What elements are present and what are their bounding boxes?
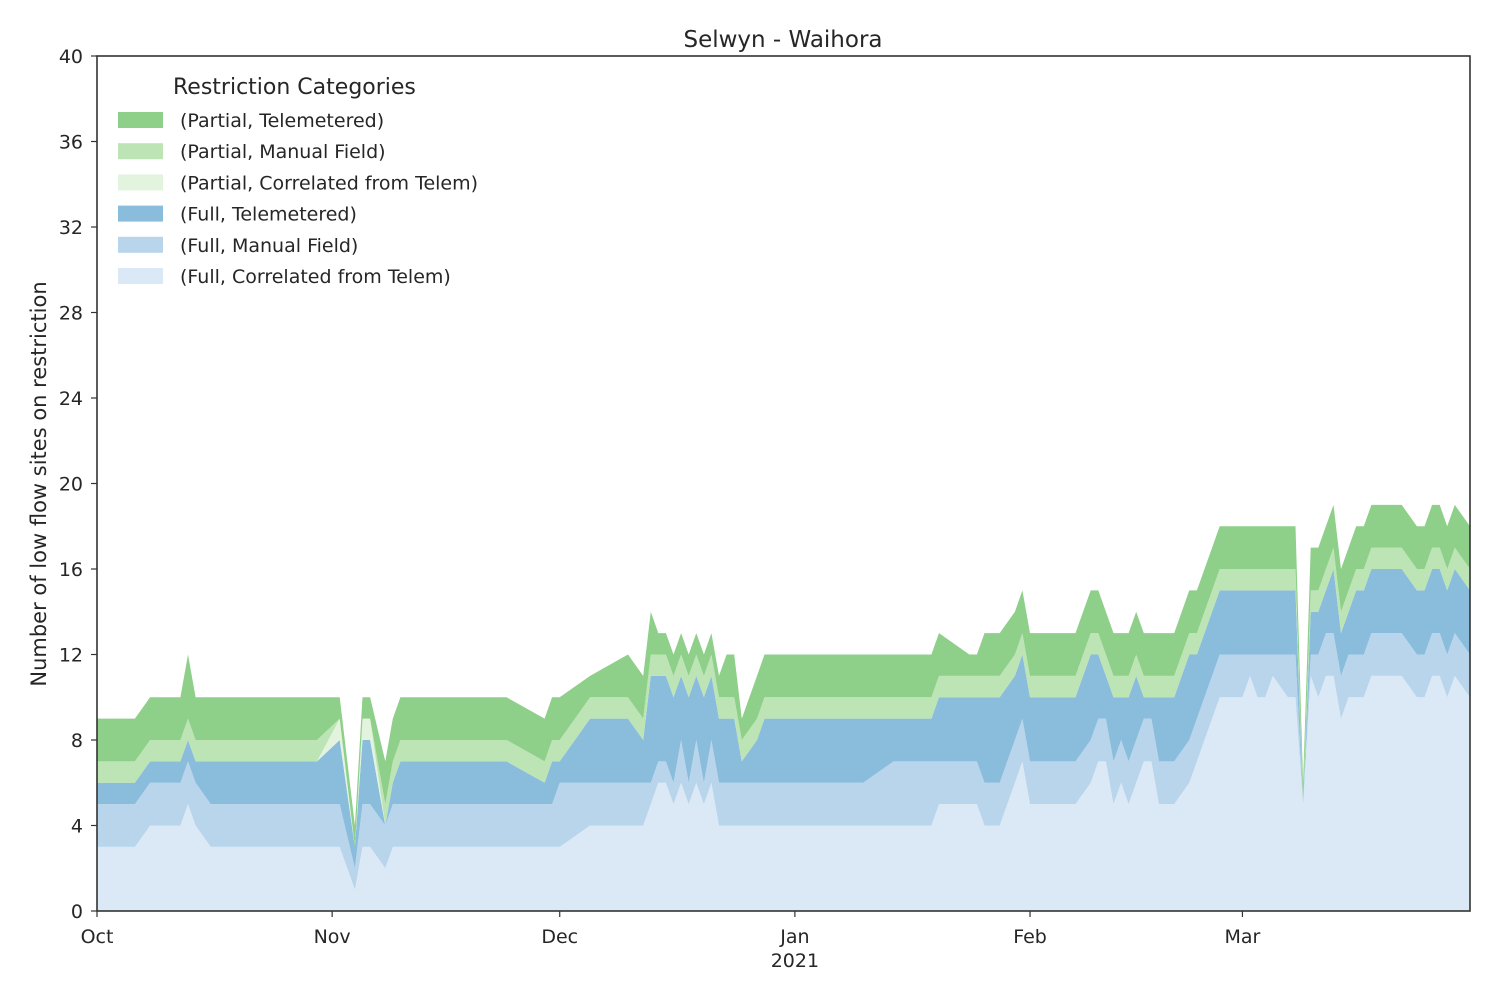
area-layers (97, 504, 1470, 911)
legend: Restriction Categories (Partial, Telemet… (118, 75, 478, 288)
area-series-6 (97, 504, 1470, 847)
chart-title: Selwyn - Waihora (683, 27, 882, 53)
legend-label: (Full, Correlated from Telem) (180, 266, 451, 288)
y-tick-label: 28 (59, 303, 83, 325)
y-tick-label: 24 (59, 388, 83, 410)
area-series-1 (97, 675, 1470, 911)
legend-swatch (118, 112, 163, 128)
y-tick-label: 20 (59, 474, 83, 496)
legend-swatch (118, 236, 163, 253)
x-tick-sublabel: 2021 (771, 950, 819, 972)
legend-swatch (118, 268, 163, 284)
legend-label: (Partial, Manual Field) (180, 141, 386, 163)
y-axis: 0 4 8 12 16 20 24 28 32 36 40 (59, 46, 97, 923)
x-tick-label: Feb (1013, 926, 1047, 948)
area-series-3 (97, 569, 1470, 869)
y-axis-label: Number of low flow sites on restriction (27, 281, 51, 686)
area-series-2 (97, 633, 1470, 890)
y-tick-label: 12 (59, 645, 83, 667)
x-tick-label: Jan (779, 926, 809, 948)
legend-swatch (118, 143, 163, 160)
x-tick-label: Mar (1225, 926, 1261, 948)
x-tick-label: Nov (314, 926, 351, 948)
legend-label: (Partial, Telemetered) (180, 110, 384, 132)
x-tick-label: Dec (541, 926, 578, 948)
legend-label: (Partial, Correlated from Telem) (180, 172, 478, 194)
legend-title: Restriction Categories (173, 75, 416, 100)
y-tick-label: 32 (59, 217, 83, 239)
y-tick-label: 0 (71, 901, 83, 923)
legend-swatch (118, 205, 163, 222)
y-tick-label: 36 (59, 132, 83, 154)
y-tick-label: 8 (71, 730, 83, 752)
y-tick-label: 4 (71, 816, 83, 838)
y-tick-label: 40 (59, 46, 83, 68)
x-tick-label: Oct (81, 926, 114, 948)
legend-label: (Full, Telemetered) (180, 204, 357, 226)
legend-label: (Full, Manual Field) (180, 235, 358, 257)
legend-swatch (118, 174, 163, 191)
y-tick-label: 16 (59, 559, 83, 581)
legend-items: (Partial, Telemetered) (Partial, Manual F… (118, 110, 478, 288)
